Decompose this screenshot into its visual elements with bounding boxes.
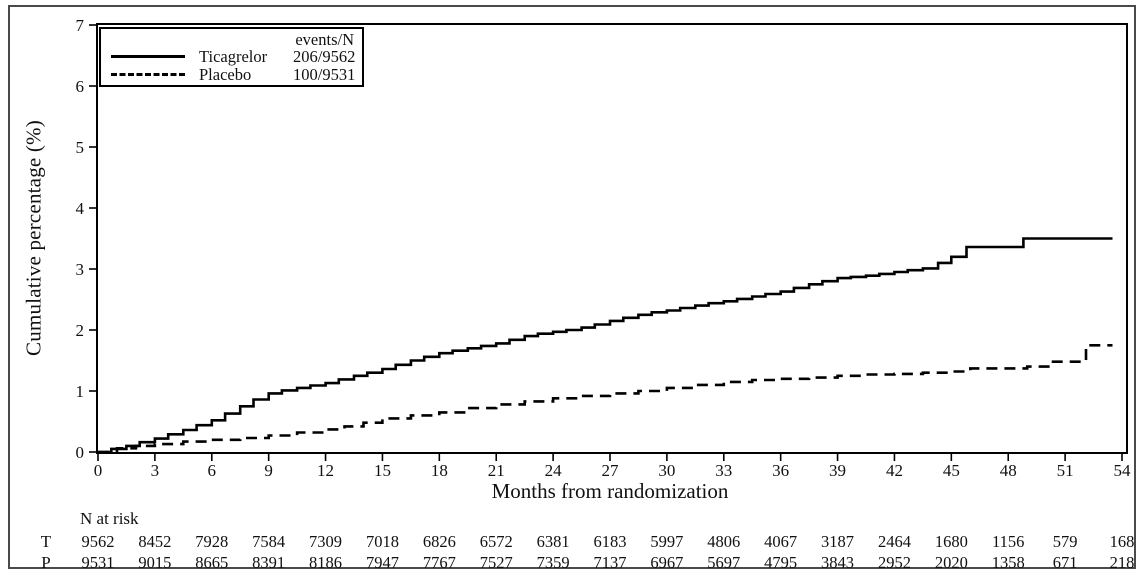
y-tick-label: 4 bbox=[76, 199, 85, 218]
series-line-placebo bbox=[98, 344, 1113, 454]
x-tick-label: 36 bbox=[772, 461, 789, 480]
risk-cell: 5697 bbox=[707, 553, 740, 572]
legend-box: events/N Ticagrelor 206/9562 Placebo 100… bbox=[99, 27, 364, 87]
risk-cell: 8391 bbox=[252, 553, 285, 572]
risk-cell: 218 bbox=[1110, 553, 1135, 572]
risk-cell: 3187 bbox=[821, 532, 854, 551]
risk-cell: 168 bbox=[1110, 532, 1135, 551]
solid-line-sample-icon bbox=[111, 55, 185, 58]
risk-cell: 7527 bbox=[480, 553, 513, 572]
x-tick-label: 45 bbox=[943, 461, 960, 480]
y-axis-title: Cumulative percentage (%) bbox=[21, 120, 46, 356]
risk-cell: 7584 bbox=[252, 532, 285, 551]
legend-row-ticagrelor: Ticagrelor 206/9562 bbox=[111, 47, 356, 66]
y-tick-label: 3 bbox=[76, 260, 85, 279]
risk-table-title: N at risk bbox=[80, 509, 139, 528]
y-tick-label: 5 bbox=[76, 138, 85, 157]
risk-cell: 579 bbox=[1053, 532, 1078, 551]
y-tick-label: 0 bbox=[76, 443, 85, 462]
risk-cell: 6826 bbox=[423, 532, 456, 551]
y-tick-label: 2 bbox=[76, 321, 85, 340]
risk-cell: 1358 bbox=[992, 553, 1025, 572]
risk-cell: 8665 bbox=[195, 553, 228, 572]
x-tick-label: 33 bbox=[715, 461, 732, 480]
risk-cell: 7767 bbox=[423, 553, 456, 572]
y-tick-label: 7 bbox=[76, 16, 85, 35]
risk-cell: 6572 bbox=[480, 532, 513, 551]
y-tick-label: 6 bbox=[76, 77, 85, 96]
risk-cell: 8452 bbox=[138, 532, 171, 551]
x-tick-label: 9 bbox=[264, 461, 273, 480]
risk-cell: 7359 bbox=[537, 553, 570, 572]
y-tick-label: 1 bbox=[76, 382, 85, 401]
x-tick-label: 24 bbox=[545, 461, 563, 480]
x-tick-label: 39 bbox=[829, 461, 846, 480]
risk-cell: 8186 bbox=[309, 553, 342, 572]
risk-cell: 4806 bbox=[707, 532, 740, 551]
x-tick-label: 15 bbox=[374, 461, 391, 480]
risk-cell: 7928 bbox=[195, 532, 228, 551]
risk-cell: 4795 bbox=[764, 553, 797, 572]
x-tick-label: 51 bbox=[1057, 461, 1074, 480]
risk-cell: 7309 bbox=[309, 532, 342, 551]
figure-border bbox=[8, 5, 1136, 569]
risk-row-label: T bbox=[41, 532, 52, 551]
risk-cell: 3843 bbox=[821, 553, 854, 572]
dashed-line-sample-icon bbox=[111, 72, 185, 76]
plot-frame bbox=[96, 23, 1128, 454]
series-line-ticagrelor bbox=[98, 237, 1113, 454]
risk-cell: 6967 bbox=[650, 553, 683, 572]
x-tick-label: 3 bbox=[151, 461, 160, 480]
x-tick-label: 0 bbox=[94, 461, 103, 480]
risk-cell: 671 bbox=[1053, 553, 1078, 572]
risk-cell: 2952 bbox=[878, 553, 911, 572]
risk-cell: 1680 bbox=[935, 532, 968, 551]
risk-cell: 7137 bbox=[594, 553, 627, 572]
risk-cell: 2020 bbox=[935, 553, 968, 572]
risk-cell: 1156 bbox=[992, 532, 1024, 551]
x-tick-label: 12 bbox=[317, 461, 334, 480]
risk-row-label: P bbox=[41, 553, 50, 572]
x-tick-label: 27 bbox=[602, 461, 620, 480]
legend-row-placebo: Placebo 100/9531 bbox=[111, 64, 356, 84]
risk-cell: 9531 bbox=[82, 553, 115, 572]
risk-cell: 7947 bbox=[366, 553, 399, 572]
x-tick-label: 30 bbox=[658, 461, 675, 480]
risk-cell: 4067 bbox=[764, 532, 797, 551]
x-tick-label: 21 bbox=[488, 461, 505, 480]
legend-series-events: 206/9562 bbox=[293, 47, 356, 66]
risk-cell: 7018 bbox=[366, 532, 399, 551]
legend-series-label: Placebo bbox=[199, 64, 252, 84]
risk-cell: 9015 bbox=[138, 553, 171, 572]
risk-cell: 6381 bbox=[537, 532, 570, 551]
risk-cell: 2464 bbox=[878, 532, 911, 551]
x-tick-label: 48 bbox=[1000, 461, 1017, 480]
risk-cell: 6183 bbox=[594, 532, 627, 551]
legend-series-events: 100/9531 bbox=[293, 64, 356, 84]
legend-series-label: Ticagrelor bbox=[199, 47, 268, 66]
risk-cell: 5997 bbox=[650, 532, 683, 551]
x-tick-label: 18 bbox=[431, 461, 448, 480]
x-tick-label: 54 bbox=[1114, 461, 1132, 480]
x-tick-label: 42 bbox=[886, 461, 903, 480]
x-axis-title: Months from randomization bbox=[491, 479, 729, 503]
risk-cell: 9562 bbox=[82, 532, 115, 551]
x-tick-label: 6 bbox=[208, 461, 217, 480]
legend-header: events/N bbox=[295, 29, 354, 49]
